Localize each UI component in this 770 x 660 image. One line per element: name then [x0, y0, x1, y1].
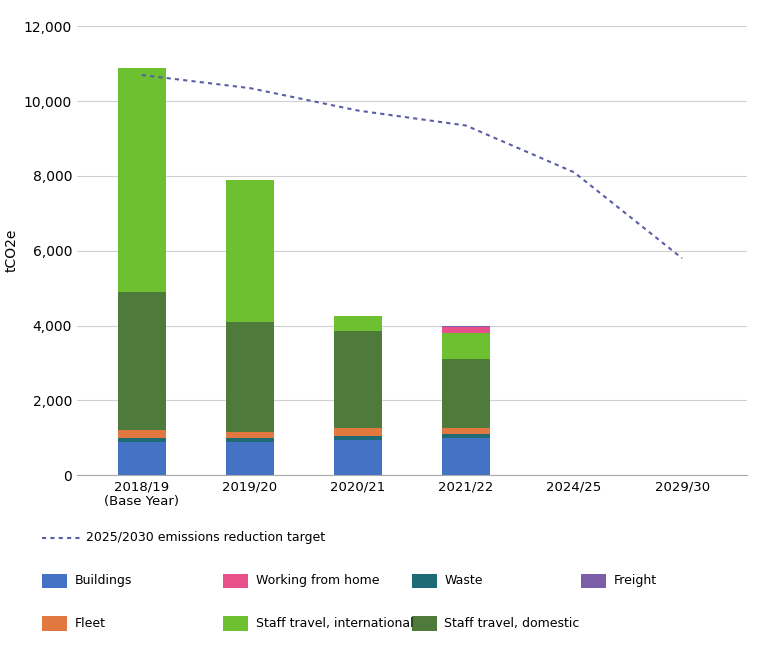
Text: Waste: Waste	[444, 574, 483, 587]
Bar	[442, 333, 490, 359]
Bar	[333, 428, 382, 436]
Bar	[118, 292, 166, 430]
Text: Freight: Freight	[614, 574, 657, 587]
Bar	[442, 438, 490, 475]
Bar	[442, 326, 490, 327]
Bar	[442, 327, 490, 333]
Bar	[118, 438, 166, 442]
Text: Staff travel, international: Staff travel, international	[256, 617, 413, 630]
Text: Staff travel, domestic: Staff travel, domestic	[444, 617, 580, 630]
Bar	[118, 67, 166, 292]
Text: 2025/2030 emissions reduction target: 2025/2030 emissions reduction target	[86, 531, 326, 544]
Text: Fleet: Fleet	[75, 617, 105, 630]
Bar	[118, 430, 166, 438]
Bar	[226, 322, 274, 432]
Bar	[333, 316, 382, 331]
Bar	[226, 442, 274, 475]
Y-axis label: tCO2e: tCO2e	[5, 229, 18, 273]
Bar	[333, 331, 382, 428]
Bar	[226, 438, 274, 442]
Bar	[442, 428, 490, 434]
Text: Buildings: Buildings	[75, 574, 132, 587]
Bar	[333, 440, 382, 475]
Text: Working from home: Working from home	[256, 574, 379, 587]
Bar	[226, 180, 274, 322]
Bar	[118, 442, 166, 475]
Bar	[226, 432, 274, 438]
Bar	[442, 434, 490, 438]
Bar	[333, 436, 382, 440]
Bar	[442, 359, 490, 428]
